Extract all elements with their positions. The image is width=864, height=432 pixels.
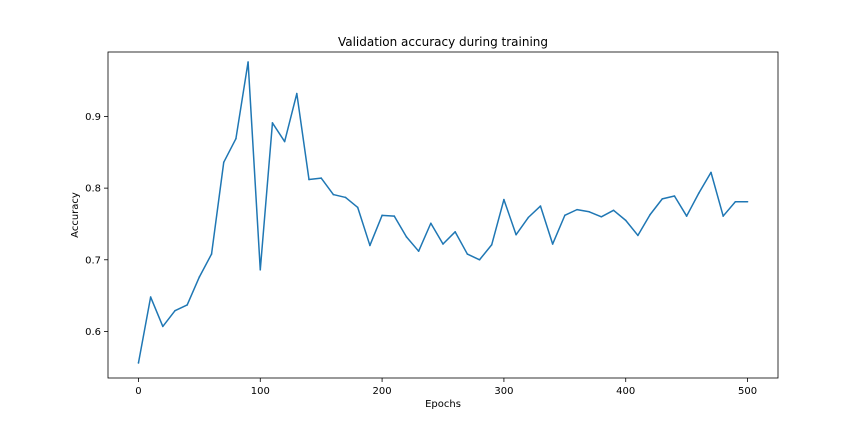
data-point (746, 200, 749, 203)
data-point (722, 215, 724, 217)
data-point (490, 243, 493, 246)
data-point (612, 209, 615, 212)
data-point (661, 198, 664, 200)
x-tick-label: 500 (738, 386, 757, 397)
data-point (685, 215, 688, 217)
y-axis-ticks: 0.6 0.7 0.8 0.9 (85, 112, 108, 338)
x-tick-label: 200 (373, 386, 392, 397)
data-point (369, 244, 371, 247)
data-point (259, 269, 262, 271)
data-point (503, 198, 505, 201)
data-point (198, 276, 201, 278)
data-point (186, 304, 188, 306)
data-point (417, 250, 420, 252)
data-point (515, 233, 517, 236)
y-tick-label: 0.6 (85, 327, 101, 338)
data-point (442, 243, 444, 245)
data-point (430, 222, 432, 225)
y-tick-label: 0.8 (85, 184, 101, 195)
data-point (271, 122, 274, 124)
data-point (381, 214, 383, 217)
x-tick-label: 400 (616, 386, 635, 397)
data-point (356, 206, 359, 209)
data-point (600, 215, 603, 218)
data-point (539, 205, 542, 207)
y-tick-label: 0.9 (85, 112, 101, 123)
data-point (478, 258, 481, 261)
data-point (149, 296, 152, 298)
x-axis-ticks: 0 100 200 300 400 500 (135, 378, 757, 397)
data-point (551, 243, 554, 245)
data-point (698, 192, 700, 194)
chart-title: Validation accuracy during training (338, 35, 548, 49)
data-points (137, 61, 749, 364)
accuracy-series-line (137, 61, 748, 364)
data-point (320, 177, 322, 179)
data-point (673, 195, 676, 197)
x-axis-label: Epochs (425, 399, 461, 410)
data-point (527, 216, 530, 219)
x-tick-label: 0 (135, 386, 141, 397)
data-point (332, 193, 335, 196)
data-point (734, 200, 737, 203)
data-point (174, 309, 176, 312)
data-point (162, 325, 164, 328)
data-point (637, 234, 639, 237)
y-tick-label: 0.7 (85, 255, 101, 266)
plot-area-frame (107, 51, 779, 379)
data-point (393, 215, 396, 217)
data-point (710, 171, 712, 174)
data-point (466, 253, 469, 255)
data-point (235, 137, 237, 140)
data-point (308, 178, 310, 181)
data-point (624, 219, 627, 222)
data-point (137, 362, 140, 364)
data-point (649, 213, 651, 216)
data-point (222, 161, 225, 164)
y-axis-label: Accuracy (70, 192, 81, 238)
data-point (405, 236, 408, 238)
data-point (296, 92, 298, 95)
data-point (454, 231, 456, 233)
data-point (210, 253, 213, 255)
data-point (588, 210, 590, 213)
x-tick-label: 300 (494, 386, 513, 397)
x-tick-label: 100 (251, 386, 270, 397)
data-point (283, 140, 286, 143)
data-point (576, 208, 578, 211)
data-point (247, 61, 249, 63)
data-point (344, 196, 347, 199)
data-point (564, 214, 566, 217)
